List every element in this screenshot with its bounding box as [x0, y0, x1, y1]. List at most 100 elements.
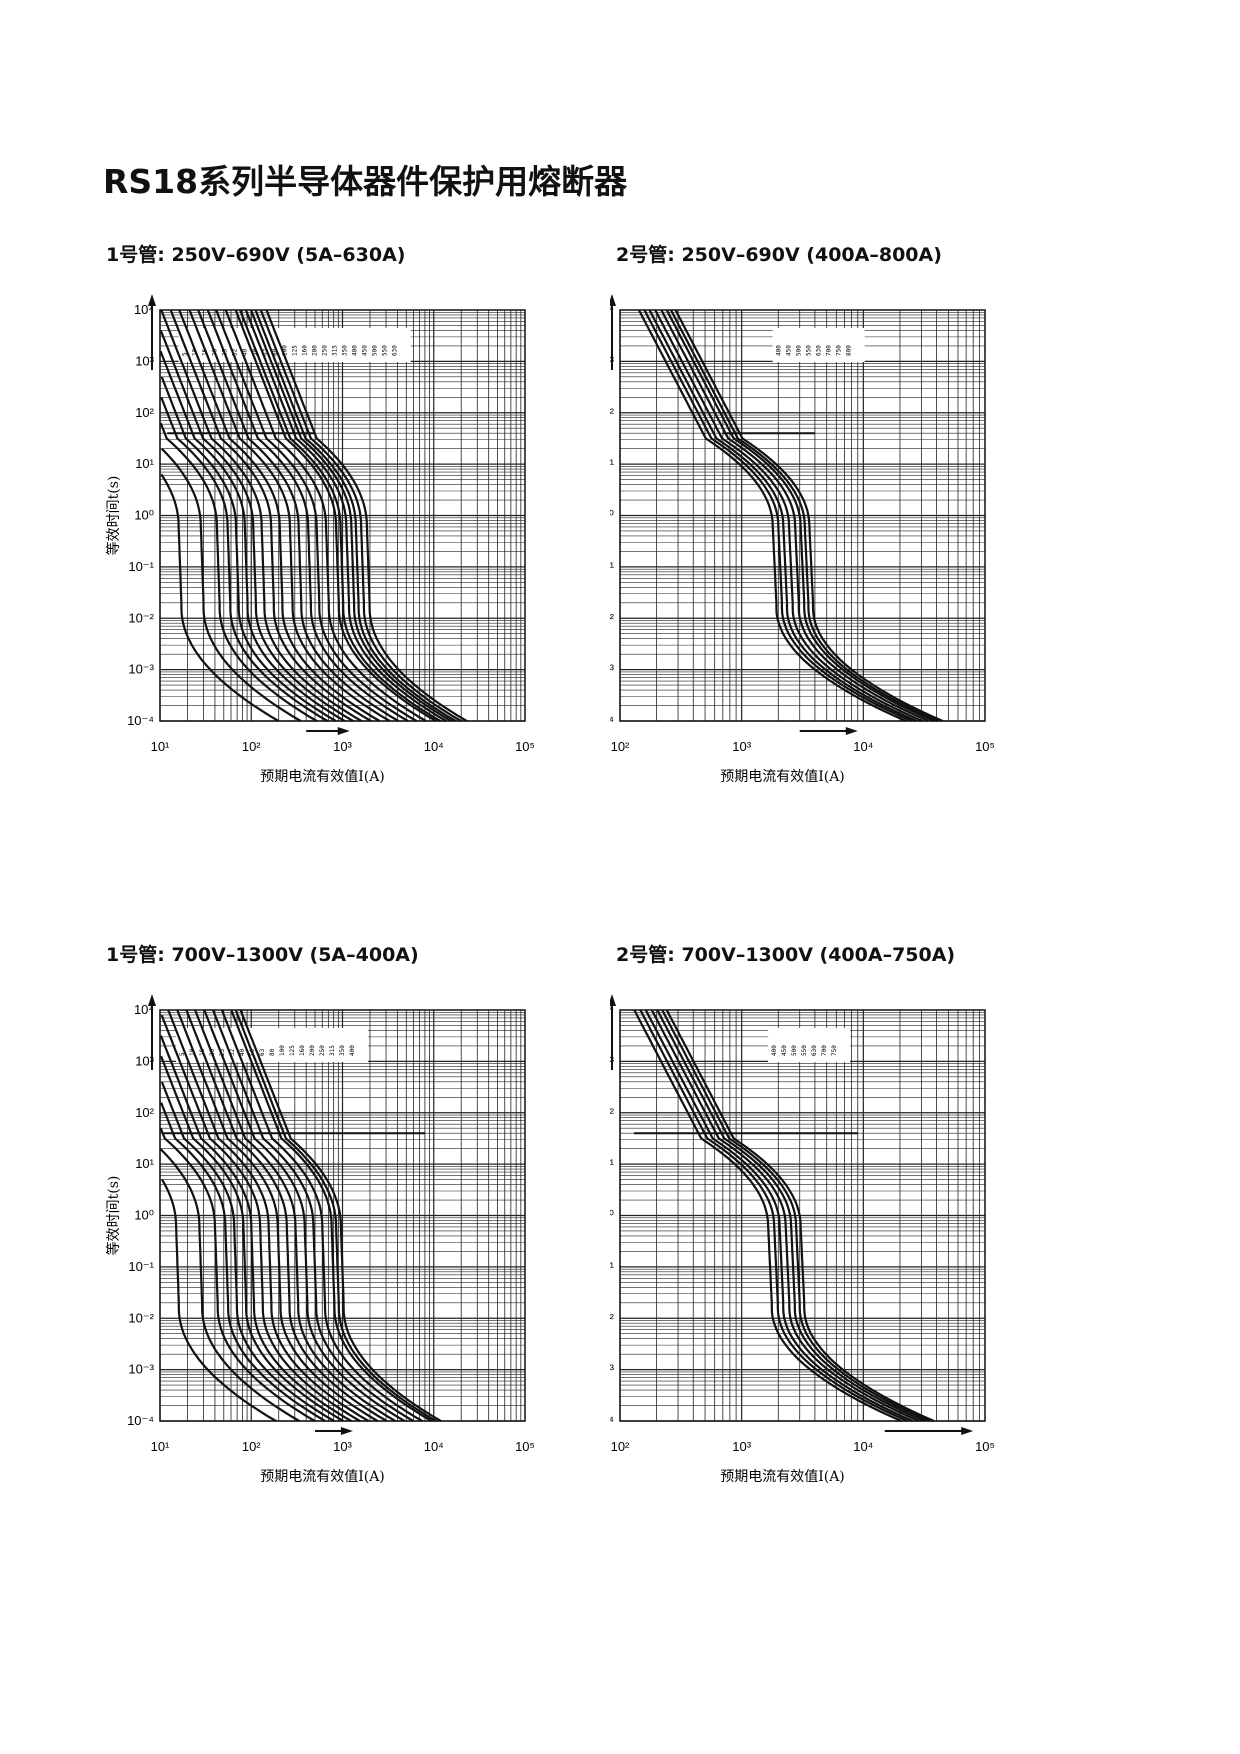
curve-16A: [159, 422, 318, 722]
x-tick-label: 10²: [242, 739, 261, 754]
curve-500A: [648, 309, 917, 723]
legend-rating-label: 5: [179, 1052, 186, 1056]
x-tick-label: 10⁵: [975, 1439, 995, 1454]
y-tick-label: 10⁻²: [610, 1310, 615, 1325]
y-tick-label: 10¹: [135, 456, 154, 471]
legend-rating-label: 550: [806, 345, 813, 356]
curves: [637, 309, 944, 723]
y-grid: [620, 312, 985, 722]
legend-rating-label: 630: [816, 345, 823, 356]
curve-50A: [160, 1014, 361, 1422]
y-tick-label: 10¹: [135, 1156, 154, 1171]
fuse-characteristic-chart: 10¹ 10² 10³ 10⁴ 10⁵ 10⁻⁴ 10⁻³ 10⁻² 10⁻¹ 10⁰ 10¹ 10²…: [105, 994, 535, 1485]
legend-rating-label: 350: [342, 345, 349, 356]
x-tick-label: 10⁵: [975, 739, 995, 754]
curve-32A: [160, 1055, 344, 1422]
curve-200A: [215, 309, 418, 722]
curves: [633, 1009, 935, 1423]
x-axis-label: 预期电流有效值I(A): [720, 769, 845, 785]
y-tick-label: 10⁰: [134, 1208, 154, 1223]
y-tick-label: 10⁻¹: [610, 1259, 615, 1274]
legend-rating-label: 750: [836, 345, 843, 356]
legend-rating-label: 25: [219, 1048, 226, 1056]
x-tick-label: 10⁴: [424, 1439, 444, 1454]
y-axis-label: 等效时间t(s): [105, 476, 122, 556]
curve-16A: [159, 1127, 316, 1422]
heading-prefix: 2号管:: [616, 944, 675, 966]
y-tick-label: 10⁰: [610, 1208, 614, 1223]
curve-20A: [160, 1102, 326, 1422]
heading-rating: 700V–1300V (400A–750A): [681, 944, 956, 966]
legend-rating-label: 400: [776, 345, 783, 356]
chart-panel-2-700-1300: 2号管: 700V–1300V (400A–750A) 10² 10³ 10⁴ 10⁵…: [610, 940, 1170, 1600]
x-tick-label: 10⁵: [515, 739, 535, 754]
y-tick-label: 10²: [135, 405, 154, 420]
legend-rating-label: 450: [781, 1045, 788, 1056]
y-tick-label: 10⁻⁴: [610, 713, 614, 728]
chart-panel-1-250-690: 1号管: 250V–690V (5A–630A) 10¹ 10² 10³ 10⁴ 10⁵…: [100, 240, 660, 900]
fuse-characteristic-chart: 10²10³10⁴10⁵10⁻⁴10⁻³10⁻²10⁻¹10⁰10¹10²10³…: [610, 994, 995, 1485]
x-arrow-head: [340, 1427, 353, 1435]
legend-rating-label: 32: [229, 1048, 236, 1056]
curve-400A: [239, 1009, 442, 1422]
fuse-characteristic-chart: 10²10³10⁴10⁵10⁻⁴10⁻³10⁻²10⁻¹10⁰10¹10²10³…: [610, 294, 995, 785]
curve-160A: [206, 309, 409, 722]
panel-heading: 1号管: 700V–1300V (5A–400A): [106, 940, 419, 967]
x-tick-label: 10⁴: [853, 739, 873, 754]
curve-20A: [160, 396, 329, 722]
heading-rating: 250V–690V (400A–800A): [681, 244, 942, 266]
heading-prefix: 2号管:: [616, 244, 675, 266]
chart-panel-2-250-690: 2号管: 250V–690V (400A–800A) 10² 10³ 10⁴ 10⁵ 1…: [610, 240, 1170, 900]
x-axis-label: 预期电流有效值I(A): [720, 1469, 845, 1485]
curve-500A: [644, 1009, 914, 1423]
curve-250A: [224, 309, 427, 722]
curve-630A: [660, 309, 929, 723]
legend-rating-label: 500: [796, 345, 803, 356]
curve-500A: [254, 309, 457, 722]
y-tick-label: 10²: [135, 1105, 154, 1120]
x-tick-label: 10¹: [151, 1439, 170, 1454]
curve-550A: [259, 309, 462, 722]
legend-rating-label: 100: [279, 1045, 286, 1056]
curve-630A: [656, 1009, 925, 1423]
legend-rating-label: 200: [312, 345, 319, 356]
curve-250A: [220, 1009, 423, 1422]
y-axis-label: 等效时间t(s): [105, 1176, 122, 1256]
legend-rating-label: 125: [289, 1045, 296, 1056]
x-tick-label: 10³: [732, 1439, 751, 1454]
legend-rating-label: 5: [182, 352, 189, 356]
curve-50A: [160, 309, 363, 722]
curve-550A: [654, 309, 923, 723]
y-tick-label: 10⁻⁴: [610, 1413, 614, 1428]
curve-40A: [159, 330, 354, 722]
y-tick-label: 10¹: [610, 1156, 615, 1171]
heading-rating: 700V–1300V (5A–400A): [171, 944, 419, 966]
y-tick-label: 10⁻¹: [128, 559, 154, 574]
legend-rating-label: 125: [292, 345, 299, 356]
legend-rating-label: 63: [262, 348, 269, 356]
y-tick-label: 10⁻⁴: [127, 1413, 154, 1428]
curve-315A: [234, 309, 437, 722]
curve-5A: [160, 473, 280, 722]
curve-350A: [239, 309, 441, 722]
y-tick-label: 10⁻³: [610, 1362, 615, 1377]
x-arrow-head: [961, 1427, 974, 1435]
y-tick-label: 10⁻²: [610, 610, 615, 625]
y-tick-label: 10⁻⁴: [127, 713, 154, 728]
chart-panel-1-700-1300: 1号管: 700V–1300V (5A–400A) 10¹ 10² 10³ 10⁴ 10…: [100, 940, 660, 1600]
curve-125A: [197, 309, 400, 722]
curve-125A: [194, 1009, 396, 1422]
curve-700A: [665, 309, 935, 723]
legend-rating-label: 630: [392, 345, 399, 356]
legend-rating-label: 250: [319, 1045, 326, 1056]
panel-heading: 1号管: 250V–690V (5A–630A): [106, 240, 405, 267]
legend-rating-label: 500: [372, 345, 379, 356]
heading-rating: 250V–690V (5A–630A): [171, 244, 406, 266]
x-tick-label: 10³: [333, 739, 352, 754]
y-tick-label: 10²: [610, 1105, 615, 1120]
curve-100A: [185, 1009, 388, 1422]
y-tick-label: 10³: [135, 1053, 154, 1068]
y-arrow-head: [148, 994, 156, 1006]
curve-10A: [159, 1147, 300, 1422]
legend-rating-label: 630: [811, 1045, 818, 1056]
